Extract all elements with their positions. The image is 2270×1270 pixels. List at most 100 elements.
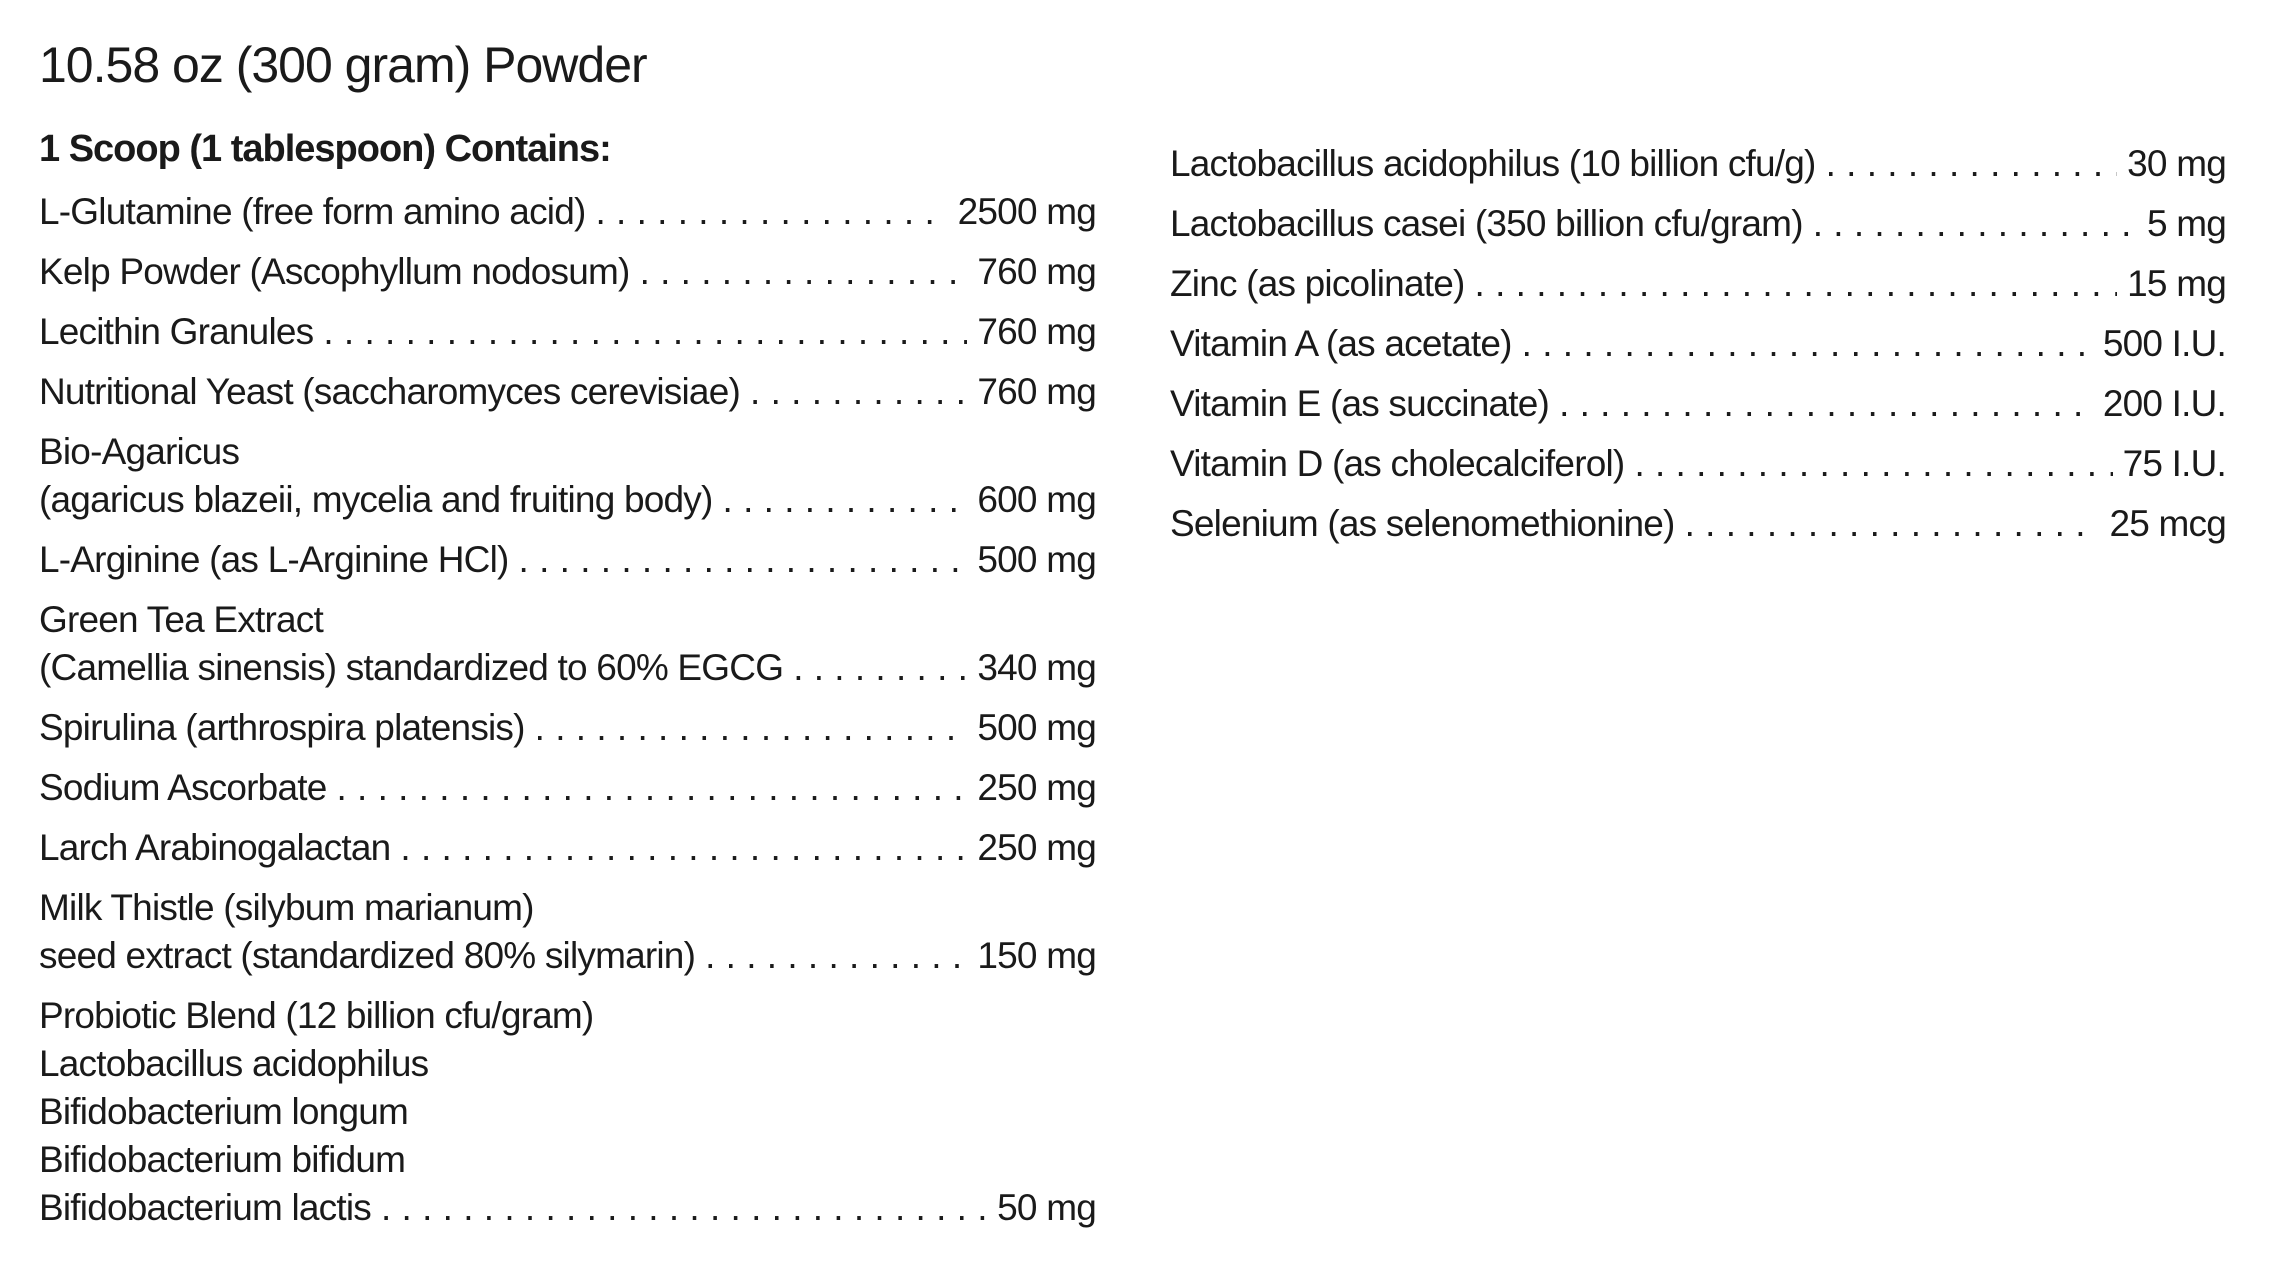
ingredient: Nutritional Yeast (saccharomyces cerevis… xyxy=(39,368,1097,416)
ingredient-name: seed extract (standardized 80% silymarin… xyxy=(39,935,696,976)
leader-dots xyxy=(519,536,968,584)
ingredient-name: Bifidobacterium bifidum xyxy=(39,1139,406,1180)
leader-dots xyxy=(381,1184,987,1232)
leader-dots xyxy=(705,932,967,980)
ingredient-name: (agaricus blazeii, mycelia and fruiting … xyxy=(39,479,713,520)
leader-dots xyxy=(1813,200,2137,248)
ingredient-row: Spirulina (arthrospira platensis) 500 mg xyxy=(39,704,1097,752)
ingredient-row: (agaricus blazeii, mycelia and fruiting … xyxy=(39,476,1097,524)
ingredient-row: Sodium Ascorbate 250 mg xyxy=(39,764,1097,812)
leader-dots xyxy=(596,188,948,236)
ingredient-name: L-Arginine (as L-Arginine HCl) xyxy=(39,539,509,580)
ingredient-name: Vitamin D (as cholecalciferol) xyxy=(1170,443,1625,484)
leader-dots xyxy=(793,644,967,692)
amount: 760 mg xyxy=(977,251,1096,292)
ingredient: L-Arginine (as L-Arginine HCl) 500 mg xyxy=(39,536,1097,584)
amount: 50 mg xyxy=(997,1187,1097,1228)
leader-dots xyxy=(723,476,968,524)
ingredient: Vitamin A (as acetate) 500 I.U. xyxy=(1170,320,2227,368)
amount: 150 mg xyxy=(977,935,1096,976)
left-column: L-Glutamine (free form amino acid) 2500 m… xyxy=(39,188,1097,1244)
amount: 200 I.U. xyxy=(2102,383,2227,424)
ingredient: Spirulina (arthrospira platensis) 500 mg xyxy=(39,704,1097,752)
leader-dots xyxy=(1634,440,2112,488)
ingredient: Lactobacillus acidophilus (10 billion cf… xyxy=(1170,140,2227,188)
leader-dots xyxy=(750,368,967,416)
ingredient-row: seed extract (standardized 80% silymarin… xyxy=(39,932,1097,980)
ingredient-name: Bifidobacterium longum xyxy=(39,1091,409,1132)
ingredient: Milk Thistle (silybum marianum) seed extr… xyxy=(39,884,1097,980)
right-column: Lactobacillus acidophilus (10 billion cf… xyxy=(1170,140,2227,560)
ingredient-row: Zinc (as picolinate) 15 mg xyxy=(1170,260,2227,308)
ingredient-row: Nutritional Yeast (saccharomyces cerevis… xyxy=(39,368,1097,416)
leader-dots xyxy=(535,704,968,752)
ingredient-row: Vitamin D (as cholecalciferol) 75 I.U. xyxy=(1170,440,2227,488)
amount: 500 I.U. xyxy=(2102,323,2227,364)
ingredient: Kelp Powder (Ascophyllum nodosum) 760 mg xyxy=(39,248,1097,296)
ingredient: Green Tea Extract (Camellia sinensis) sta… xyxy=(39,596,1097,692)
ingredient-name: (Camellia sinensis) standardized to 60% … xyxy=(39,647,784,688)
ingredient: Zinc (as picolinate) 15 mg xyxy=(1170,260,2227,308)
amount: 25 mcg xyxy=(2109,503,2226,544)
ingredient-name: Vitamin E (as succinate) xyxy=(1170,383,1550,424)
ingredient-name: Spirulina (arthrospira platensis) xyxy=(39,707,525,748)
ingredient: Selenium (as selenomethionine) 25 mcg xyxy=(1170,500,2227,548)
amount: 500 mg xyxy=(977,707,1096,748)
leader-dots xyxy=(336,764,967,812)
ingredient-name: Lactobacillus acidophilus xyxy=(39,1043,429,1084)
leader-dots xyxy=(1685,500,2100,548)
amount: 500 mg xyxy=(977,539,1096,580)
ingredient-name: Vitamin A (as acetate) xyxy=(1170,323,1512,364)
amount: 340 mg xyxy=(977,647,1096,688)
leader-dots xyxy=(1475,260,2118,308)
ingredient-row: L-Glutamine (free form amino acid) 2500 m… xyxy=(39,188,1097,236)
amount: 600 mg xyxy=(977,479,1096,520)
leader-dots xyxy=(640,248,968,296)
amount: 30 mg xyxy=(2127,143,2227,184)
ingredient: Sodium Ascorbate 250 mg xyxy=(39,764,1097,812)
ingredient-row: (Camellia sinensis) standardized to 60% … xyxy=(39,644,1097,692)
leader-dots xyxy=(1559,380,2093,428)
ingredient-name: Selenium (as selenomethionine) xyxy=(1170,503,1675,544)
amount: 250 mg xyxy=(977,827,1096,868)
amount: 250 mg xyxy=(977,767,1096,808)
leader-dots xyxy=(1826,140,2118,188)
ingredient-name: Bio-Agaricus xyxy=(39,431,240,472)
amount: 75 I.U. xyxy=(2122,443,2227,484)
ingredient-row: Bifidobacterium lactis 50 mg xyxy=(39,1184,1097,1232)
ingredient: Larch Arabinogalactan 250 mg xyxy=(39,824,1097,872)
ingredient-name: Kelp Powder (Ascophyllum nodosum) xyxy=(39,251,630,292)
ingredient-row: Vitamin E (as succinate) 200 I.U. xyxy=(1170,380,2227,428)
ingredient-name: Probiotic Blend (12 billion cfu/gram) xyxy=(39,995,594,1036)
leader-dots xyxy=(400,824,967,872)
ingredient-name: Bifidobacterium lactis xyxy=(39,1187,372,1228)
ingredient-row: L-Arginine (as L-Arginine HCl) 500 mg xyxy=(39,536,1097,584)
ingredient: Vitamin E (as succinate) 200 I.U. xyxy=(1170,380,2227,428)
ingredient-name: L-Glutamine (free form amino acid) xyxy=(39,191,586,232)
title: 10.58 oz (300 gram) Powder xyxy=(39,37,648,93)
heading: 1 Scoop (1 tablespoon) Contains: xyxy=(39,128,612,170)
ingredient-name: Milk Thistle (silybum marianum) xyxy=(39,887,534,928)
ingredient-row: Lecithin Granules 760 mg xyxy=(39,308,1097,356)
ingredient-row: Lactobacillus acidophilus (10 billion cf… xyxy=(1170,140,2227,188)
ingredient-row: Lactobacillus casei (350 billion cfu/gra… xyxy=(1170,200,2227,248)
leader-dots xyxy=(323,308,967,356)
amount: 760 mg xyxy=(977,371,1096,412)
ingredient: L-Glutamine (free form amino acid) 2500 m… xyxy=(39,188,1097,236)
ingredient: Bio-Agaricus (agaricus blazeii, mycelia a… xyxy=(39,428,1097,524)
ingredient-row: Kelp Powder (Ascophyllum nodosum) 760 mg xyxy=(39,248,1097,296)
leader-dots xyxy=(1522,320,2093,368)
ingredient-row: Selenium (as selenomethionine) 25 mcg xyxy=(1170,500,2227,548)
ingredient-name: Larch Arabinogalactan xyxy=(39,827,391,868)
ingredient-name: Lactobacillus casei (350 billion cfu/gra… xyxy=(1170,203,1804,244)
ingredient: Vitamin D (as cholecalciferol) 75 I.U. xyxy=(1170,440,2227,488)
ingredient-name: Green Tea Extract xyxy=(39,599,324,640)
ingredient-row: Vitamin A (as acetate) 500 I.U. xyxy=(1170,320,2227,368)
ingredient-name: Sodium Ascorbate xyxy=(39,767,327,808)
ingredient-row: Larch Arabinogalactan 250 mg xyxy=(39,824,1097,872)
ingredient-name: Zinc (as picolinate) xyxy=(1170,263,1465,304)
ingredient-name: Lecithin Granules xyxy=(39,311,314,352)
ingredient-name: Nutritional Yeast (saccharomyces cerevis… xyxy=(39,371,741,412)
amount: 2500 mg xyxy=(957,191,1097,232)
